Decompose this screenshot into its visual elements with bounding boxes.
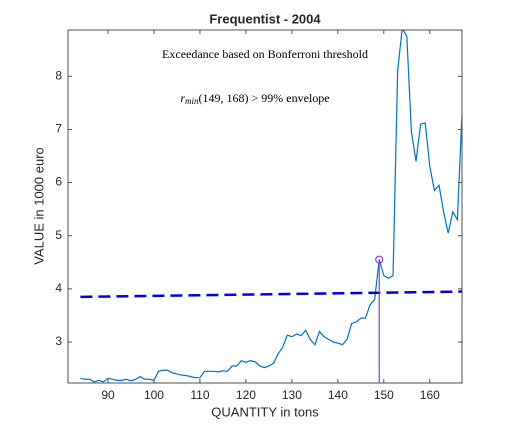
y-tick-label: 6 — [55, 175, 62, 189]
envelope-line — [80, 290, 462, 299]
y-tick-label: 8 — [55, 68, 62, 82]
data-line — [80, 30, 462, 383]
annotation-part: min — [185, 96, 199, 106]
annotation-part: (149, 168) > 99% envelope — [199, 91, 330, 105]
marker-point — [375, 255, 384, 264]
x-axis-label: QUANTITY in tons — [211, 404, 319, 419]
y-tick-label: 5 — [55, 228, 62, 242]
plot-content — [80, 30, 462, 383]
x-tick-label: 150 — [374, 388, 394, 402]
annotation: rmin(149, 168) > 99% envelope — [180, 91, 329, 106]
plot-area — [67, 29, 463, 384]
x-tick-label: 90 — [101, 388, 115, 402]
x-tick-label: 160 — [420, 388, 440, 402]
x-tick-label: 110 — [190, 388, 209, 402]
x-tick-label: 100 — [144, 388, 164, 402]
y-tick-label: 7 — [55, 122, 62, 136]
y-tick-label: 3 — [55, 334, 62, 348]
x-tick-label: 130 — [282, 388, 302, 402]
annotation-part: r — [180, 91, 185, 105]
chart-title: Frequentist - 2004 — [209, 11, 321, 26]
x-tick-label: 120 — [236, 388, 256, 402]
y-axis-label: VALUE in 1000 euro — [31, 147, 46, 265]
annotation: Exceedance based on Bonferroni threshold — [162, 47, 368, 61]
x-tick-label: 140 — [328, 388, 348, 402]
y-tick-label: 4 — [55, 281, 62, 295]
